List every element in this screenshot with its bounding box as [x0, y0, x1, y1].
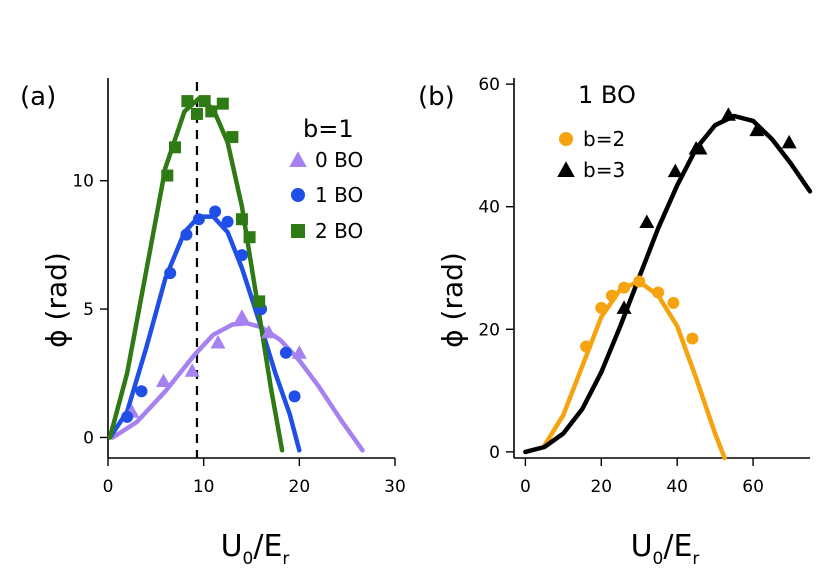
chart-1-data-point-2: [288, 390, 301, 403]
axis-label-part: U: [631, 529, 653, 564]
chart-2-x-tick-label: 40: [666, 477, 688, 497]
chart-2-data-point-2: [616, 300, 632, 314]
chart-1-legend-marker-3: [291, 224, 305, 238]
chart-1-data-point-3: [235, 213, 248, 226]
chart-2-data-point-2: [749, 122, 765, 137]
chart-1-data-point-2: [121, 410, 134, 423]
chart-2-data-point-1: [595, 301, 608, 314]
chart-1-data-point-2: [235, 249, 248, 262]
chart-2-legend-label-2: b=3: [583, 158, 625, 182]
chart-1-data-point-2: [221, 215, 234, 228]
chart-1-x-tick-label: 30: [384, 477, 406, 497]
chart-2-legend-title: 1 BO: [578, 81, 636, 109]
chart-2-y-axis-label: ϕ (rad): [436, 252, 469, 348]
axis-label-subscript: 0: [653, 549, 664, 569]
chart-1-legend-label-1: 0 BO: [315, 148, 363, 172]
chart-2-x-tick-label: 60: [742, 477, 764, 497]
chart-2-data-point-1: [633, 275, 646, 288]
chart-1-data-point-3: [168, 141, 181, 154]
chart-2-fit-line-2: [523, 113, 813, 455]
chart-1-legend-label-2: 1 BO: [315, 183, 363, 207]
chart-1-legend-marker-1: [289, 151, 307, 167]
chart-2-data-point-1: [580, 340, 593, 353]
chart-2-data-point-2: [667, 163, 683, 178]
chart-1-legend-label-3: 2 BO: [315, 219, 363, 243]
chart-1-data-point-1: [291, 345, 307, 359]
chart-1-y-axis-label: ϕ (rad): [40, 252, 73, 348]
chart-1-data-point-2: [164, 267, 177, 280]
chart-1-data-point-3: [190, 107, 203, 120]
chart-1-data-point-3: [216, 97, 229, 110]
chart-2-legend-label-1: b=2: [583, 127, 625, 151]
chart-1-x-tick-label: 10: [193, 477, 215, 497]
chart-1-data-point-1: [210, 334, 226, 349]
axis-label-part: /E: [663, 529, 692, 564]
chart-2-x-axis-label: U0/Er: [631, 529, 700, 569]
chart-1-data-point-3: [253, 295, 266, 308]
chart-1-data-point-2: [209, 205, 222, 218]
chart-1-data-point-3: [181, 95, 194, 108]
chart-1-data-point-2: [279, 346, 292, 359]
chart-2-y-tick-label: 0: [489, 443, 500, 463]
chart-1-data-point-3: [243, 231, 256, 244]
chart-2-data-point-1: [686, 332, 699, 345]
chart-1-x-tick-label: 20: [289, 477, 311, 497]
axis-label-subscript: 0: [243, 549, 254, 569]
chart-2-x-tick-label: 0: [520, 477, 531, 497]
chart-1-data-point-1: [155, 373, 171, 387]
chart-2-data-point-2: [720, 107, 736, 121]
chart-2-y-tick-label: 20: [478, 320, 500, 340]
chart-1-panel-label: (a): [20, 82, 56, 112]
chart-2-data-point-2: [781, 134, 797, 149]
axis-label-part: /E: [253, 529, 282, 564]
chart-1-data-point-3: [161, 169, 174, 182]
chart-1-y-tick-label: 5: [83, 300, 94, 320]
chart-1-legend-title: b=1: [303, 115, 354, 143]
chart-2-data-point-2: [639, 214, 655, 229]
chart-1-y-tick-label: 0: [83, 428, 94, 448]
chart-1-data-point-2: [135, 385, 148, 398]
chart-1-data-point-2: [192, 213, 205, 226]
chart-2-x-tick-label: 20: [590, 477, 612, 497]
chart-1-data-point-3: [198, 95, 211, 108]
chart-2-data-point-1: [618, 281, 631, 294]
chart-1-fit-line-1: [110, 320, 365, 453]
chart-2-data-point-1: [605, 289, 618, 302]
chart-2-data-point-1: [652, 286, 665, 299]
chart-1-x-axis-label: U0/Er: [221, 529, 290, 569]
chart-1-y-tick-label: 10: [72, 172, 94, 192]
chart-1-data-point-1: [261, 324, 277, 339]
chart-1-data-point-1: [234, 309, 250, 323]
chart-2-legend-marker-1: [559, 132, 573, 146]
chart-1-data-point-3: [205, 105, 218, 118]
chart-2-panel-label: (b): [418, 82, 455, 112]
chart-2-data-point-1: [667, 296, 680, 309]
axis-label-subscript: r: [692, 549, 699, 569]
chart-2-y-tick-label: 60: [478, 75, 500, 95]
chart-2-data-point-2: [692, 140, 708, 155]
chart-2-fit-line-1: [542, 279, 727, 461]
axis-label-subscript: r: [282, 549, 289, 569]
axis-label-part: U: [221, 529, 243, 564]
chart-2-y-tick-label: 40: [478, 198, 500, 218]
chart-1-data-point-1: [184, 363, 200, 377]
chart-1-legend-marker-2: [291, 188, 305, 202]
chart-1-data-point-3: [226, 131, 239, 144]
chart-1-data-point-2: [180, 228, 193, 241]
chart-2-legend-marker-2: [557, 161, 575, 177]
chart-1-x-tick-label: 0: [103, 477, 114, 497]
